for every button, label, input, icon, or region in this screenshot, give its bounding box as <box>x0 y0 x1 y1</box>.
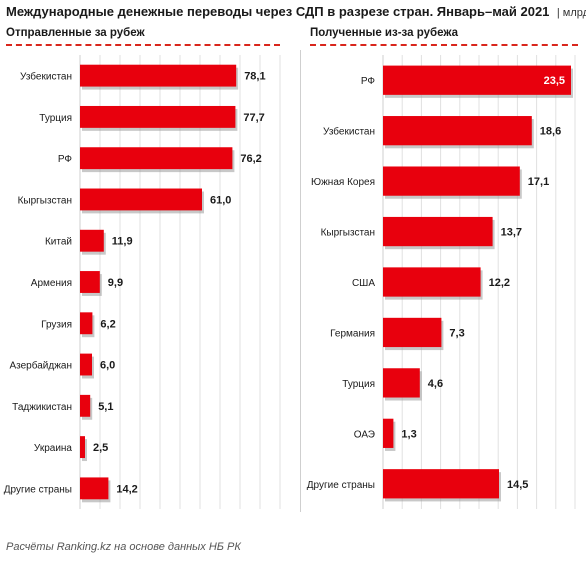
sent-bar <box>80 64 237 87</box>
sent-category-label: Узбекистан <box>20 71 72 83</box>
sent-value-label: 6,0 <box>100 360 115 372</box>
sent-bar <box>80 353 92 376</box>
received-bar <box>383 166 520 196</box>
received-category-label: США <box>352 278 375 289</box>
source-note: Расчёты Ranking.kz на основе данных НБ Р… <box>6 541 241 553</box>
received-bar <box>383 267 481 297</box>
sent-bar <box>80 477 109 500</box>
received-bar <box>383 469 499 499</box>
received-category-label: РФ <box>361 76 376 87</box>
sent-category-label: Украина <box>34 443 73 454</box>
received-bar <box>383 116 532 146</box>
received-bar <box>383 65 571 95</box>
received-value-label: 18,6 <box>540 126 561 138</box>
sent-abroad-chart: Узбекистан 78,1 Турция 77,7 РФ 76,2 Кыргызстан… <box>0 50 300 512</box>
sent-bar <box>80 312 93 335</box>
sent-value-label: 6,2 <box>100 318 115 330</box>
received-category-label: Турция <box>342 379 375 390</box>
sent-bar <box>80 394 91 417</box>
sent-bar <box>80 105 236 128</box>
sent-value-label: 77,7 <box>243 112 264 124</box>
sent-value-label: 14,2 <box>116 483 137 495</box>
received-category-label: Германия <box>330 328 375 339</box>
sent-value-label: 9,9 <box>108 277 123 289</box>
received-value-label: 14,5 <box>507 479 528 491</box>
sent-value-label: 78,1 <box>244 71 265 83</box>
chart-title: Международные денежные переводы через СД… <box>6 4 550 19</box>
received-value-label: 13,7 <box>501 227 522 239</box>
sent-category-label: Кыргызстан <box>18 195 72 206</box>
sent-category-label: Армения <box>31 278 72 289</box>
received-value-label: 4,6 <box>428 378 443 390</box>
sent-bar <box>80 436 85 459</box>
received-value-label: 1,3 <box>401 428 416 440</box>
left-panel-title: Отправленные за рубеж <box>6 27 145 39</box>
received-category-label: Кыргызстан <box>321 228 375 239</box>
received-value-label: 17,1 <box>528 176 549 188</box>
sent-value-label: 2,5 <box>93 442 108 454</box>
right-title-underline <box>310 44 578 46</box>
received-category-label: Другие страны <box>307 480 375 491</box>
sent-category-label: РФ <box>58 154 73 165</box>
sent-category-label: Турция <box>39 113 72 124</box>
sent-value-label: 61,0 <box>210 194 231 206</box>
sent-category-label: Грузия <box>41 319 72 330</box>
sent-category-label: Китай <box>45 237 72 248</box>
received-bar <box>383 216 493 247</box>
received-value-label: 12,2 <box>489 277 510 289</box>
sent-category-label: Азербайджан <box>9 360 72 372</box>
received-from-abroad-svg: РФ 23,5 Узбекистан 18,6 Южная Корея 17,1 Кыргы… <box>307 55 576 509</box>
unit-label: | млрд тг <box>556 7 586 19</box>
sent-bar <box>80 229 104 252</box>
sent-abroad-svg: Узбекистан 78,1 Турция 77,7 РФ 76,2 Кыргызстан… <box>4 55 281 509</box>
received-bar <box>383 368 420 398</box>
sent-bar <box>80 271 100 293</box>
sent-bar <box>80 147 233 170</box>
sent-value-label: 76,2 <box>240 153 261 165</box>
received-value-label: 23,5 <box>544 75 565 87</box>
received-category-label: Южная Корея <box>311 177 375 188</box>
sent-value-label: 11,9 <box>112 236 133 248</box>
right-panel-title: Полученные из-за рубежа <box>310 27 459 39</box>
sent-category-label: Другие страны <box>4 484 72 495</box>
sent-bar <box>80 188 202 211</box>
received-category-label: ОАЭ <box>354 429 375 440</box>
received-bar <box>383 418 394 448</box>
received-value-label: 7,3 <box>449 327 464 339</box>
sent-category-label: Таджикистан <box>12 402 72 413</box>
sent-value-label: 5,1 <box>98 401 113 413</box>
received-category-label: Узбекистан <box>323 126 375 138</box>
received-from-abroad-chart: РФ 23,5 Узбекистан 18,6 Южная Корея 17,1 Кыргы… <box>300 50 586 512</box>
left-title-underline <box>6 44 280 46</box>
received-bar <box>383 317 442 348</box>
chart-header: Международные денежные переводы через СД… <box>6 3 586 21</box>
